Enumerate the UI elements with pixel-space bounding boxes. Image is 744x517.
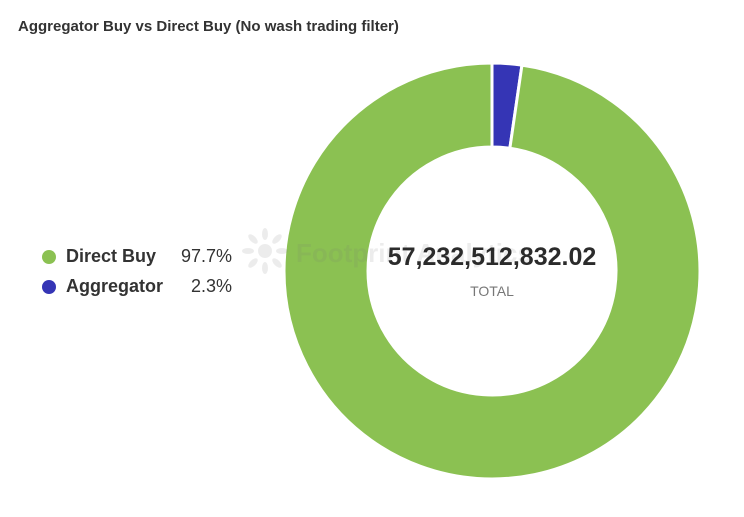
watermark-text: Footprint Analytics bbox=[296, 238, 532, 268]
donut-center-total: 57,232,512,832.02 bbox=[387, 243, 597, 271]
legend-percent-aggregator: 2.3% bbox=[190, 276, 232, 296]
legend-swatch-direct-buy bbox=[42, 250, 56, 264]
legend-item-direct-buy[interactable]: Direct Buy 97.7% bbox=[40, 244, 240, 274]
legend-label-direct-buy: Direct Buy bbox=[66, 246, 157, 266]
chart-title: Aggregator Buy vs Direct Buy (No wash tr… bbox=[18, 18, 399, 35]
donut-slice-direct-buy[interactable] bbox=[282, 61, 702, 481]
watermark: Footprint Analytics bbox=[238, 226, 538, 276]
legend-swatch-aggregator bbox=[42, 280, 56, 294]
legend-item-aggregator[interactable]: Aggregator 2.3% bbox=[40, 274, 240, 304]
legend-label-aggregator: Aggregator bbox=[66, 276, 164, 296]
legend-percent-direct-buy: 97.7% bbox=[180, 246, 232, 266]
legend: Direct Buy 97.7% Aggregator 2.3% bbox=[40, 244, 240, 304]
donut-center-label: TOTAL bbox=[470, 283, 514, 299]
footprint-logo-icon bbox=[242, 228, 288, 274]
